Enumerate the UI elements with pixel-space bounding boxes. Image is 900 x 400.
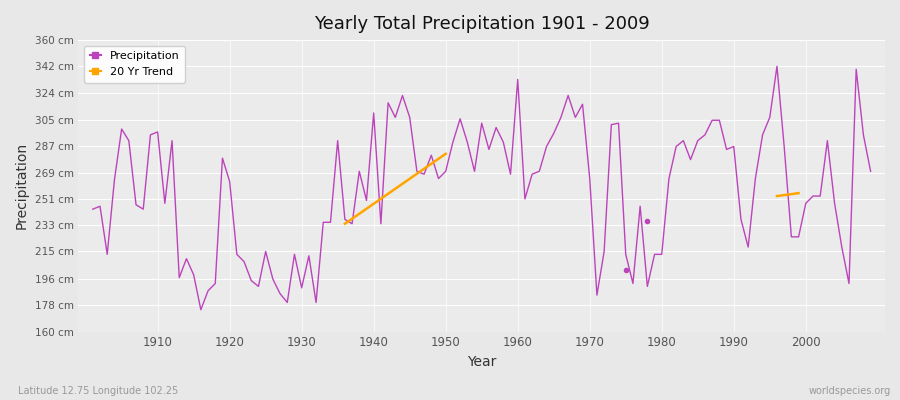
Y-axis label: Precipitation: Precipitation bbox=[15, 142, 29, 230]
Text: worldspecies.org: worldspecies.org bbox=[809, 386, 891, 396]
X-axis label: Year: Year bbox=[467, 355, 497, 369]
Text: Latitude 12.75 Longitude 102.25: Latitude 12.75 Longitude 102.25 bbox=[18, 386, 178, 396]
Legend: Precipitation, 20 Yr Trend: Precipitation, 20 Yr Trend bbox=[84, 46, 184, 82]
Title: Yearly Total Precipitation 1901 - 2009: Yearly Total Precipitation 1901 - 2009 bbox=[314, 15, 650, 33]
